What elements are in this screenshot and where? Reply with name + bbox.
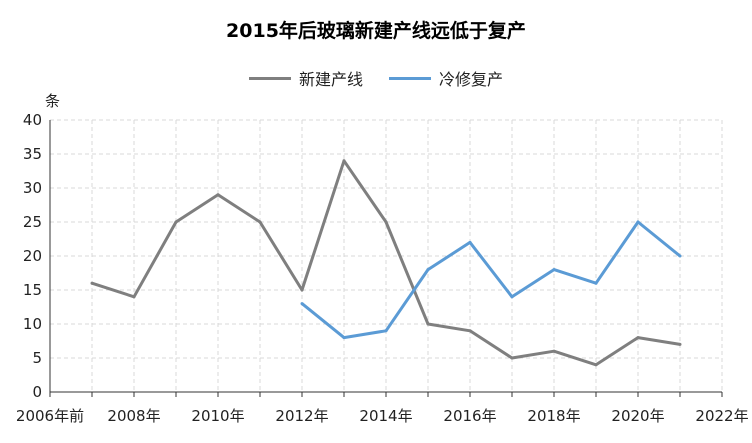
data-point-0-2 [174,220,178,224]
data-point-0-12 [594,363,598,367]
y-tick-label: 40 [23,111,42,129]
chart-title: 2015年后玻璃新建产线远低于复产 [226,20,526,42]
x-tick-label: 2012年 [275,407,328,425]
data-point-0-14 [678,342,682,346]
y-tick-label: 10 [23,315,42,333]
data-point-1-8 [636,220,640,224]
data-point-0-7 [384,220,388,224]
y-tick-label: 5 [32,349,42,367]
data-point-0-3 [216,193,220,197]
data-point-1-4 [468,240,472,244]
data-point-0-5 [300,288,304,292]
series-lines [90,159,682,367]
data-point-0-8 [426,322,430,326]
y-tick-label: 35 [23,145,42,163]
y-tick-label: 25 [23,213,42,231]
data-point-1-1 [342,336,346,340]
y-tick-label: 30 [23,179,42,197]
data-point-0-0 [90,281,94,285]
data-point-0-10 [510,356,514,360]
data-point-1-6 [552,268,556,272]
legend-item-new-lines: 新建产线 [248,66,363,90]
data-point-1-3 [426,268,430,272]
data-point-1-2 [384,329,388,333]
legend-label-new-lines: 新建产线 [298,70,363,89]
data-point-1-7 [594,281,598,285]
axes [49,120,723,397]
data-point-0-1 [132,295,136,299]
data-point-1-9 [678,254,682,258]
x-tick-label: 2020年 [611,407,664,425]
y-axis-unit-label: 条 [45,92,60,110]
data-point-1-0 [300,302,304,306]
legend-swatch-new-lines [248,76,291,80]
series-line-1 [301,220,681,340]
x-tick-label: 2018年 [527,407,580,425]
y-tick-label: 15 [23,281,42,299]
x-tick-label: 2010年 [191,407,244,425]
legend-item-cold-repair: 冷修复产 [389,66,503,90]
data-point-1-5 [510,295,514,299]
y-tick-label: 20 [23,247,42,265]
x-tick-label: 2022年 [695,407,748,425]
x-tick-label: 2014年 [359,407,412,425]
y-tick-label: 0 [32,383,42,401]
legend: 新建产线 冷修复产 [0,66,752,90]
legend-label-cold-repair: 冷修复产 [439,70,504,89]
x-tick-label: 2016年 [443,407,496,425]
data-point-0-11 [552,349,556,353]
grid [50,119,723,392]
x-tick-label: 2008年 [107,407,160,425]
tick-labels: 0 5 10 15 20 25 30 35 40 2006年前 2008年 2010年 2012年 201… [16,111,749,425]
data-point-0-13 [636,336,640,340]
data-point-0-9 [468,329,472,333]
data-point-0-4 [258,220,262,224]
data-point-0-6 [342,159,346,163]
x-tick-label: 2006年前 [16,407,84,425]
legend-swatch-cold-repair [389,76,431,80]
